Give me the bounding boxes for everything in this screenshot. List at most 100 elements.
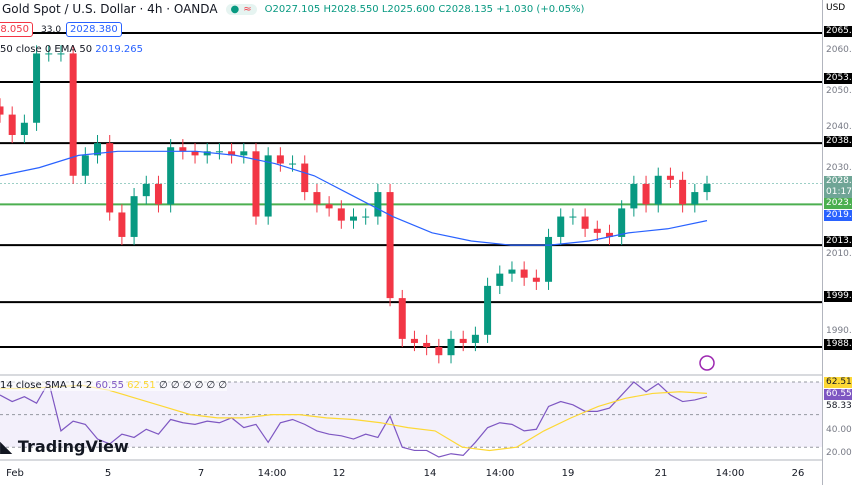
axis-label: 1999.: [824, 291, 852, 302]
axis-label: 40.00: [826, 425, 852, 435]
rsi-value: 60.55: [95, 380, 124, 391]
candle: [484, 285, 492, 335]
candle: [520, 269, 528, 278]
price-chart[interactable]: [0, 0, 822, 485]
candle: [593, 228, 601, 233]
wave-icon: ≈: [243, 3, 252, 15]
candle: [252, 151, 260, 217]
rsi-sma-value: 62.51: [127, 380, 156, 391]
candle: [191, 151, 199, 156]
candle: [423, 342, 431, 348]
candle: [398, 298, 406, 339]
candle: [508, 269, 516, 274]
candle: [496, 273, 504, 286]
candle: [0, 106, 4, 115]
candle: [240, 151, 248, 156]
tradingview-logo[interactable]: ◣ TradingView: [0, 437, 129, 456]
candle: [337, 208, 345, 221]
candle: [106, 143, 114, 213]
axis-label: 58.33: [826, 401, 852, 411]
candle: [228, 151, 236, 156]
ema50-line: [0, 150, 708, 246]
candle: [654, 175, 662, 205]
candle: [471, 334, 479, 343]
candle: [459, 338, 467, 343]
candle: [313, 192, 321, 205]
close-value: C2028.135: [438, 3, 494, 15]
axis-label: 2030.: [826, 163, 852, 173]
candle: [691, 192, 699, 205]
candle: [447, 338, 455, 356]
rsi-extras: ∅ ∅ ∅ ∅ ∅ ∅: [158, 380, 228, 391]
candle: [20, 122, 28, 135]
market-status[interactable]: ● ≈: [225, 3, 257, 15]
candle: [374, 192, 382, 217]
axis-label: 2065.: [824, 26, 852, 37]
candle: [301, 163, 309, 193]
spread-value: 33.0: [41, 25, 62, 35]
sell-button[interactable]: 28.050: [0, 22, 33, 37]
time-label: 12: [332, 468, 346, 479]
candle: [532, 277, 540, 282]
lightning-icon: [699, 355, 715, 371]
change-value: +1.030 (+0.05%): [496, 3, 585, 15]
axis-label: 2038.: [824, 136, 852, 147]
currency-label: USD: [826, 3, 846, 13]
rsi-legend[interactable]: 14 close SMA 14 2 60.55 62.51 ∅ ∅ ∅ ∅ ∅ …: [0, 380, 228, 391]
time-label: 14: [423, 468, 437, 479]
candle: [386, 192, 394, 299]
buy-button[interactable]: 2028.380: [66, 22, 122, 37]
candle: [642, 183, 650, 205]
axis-label: 2050.: [826, 86, 852, 96]
axis-label: 1988.: [824, 339, 852, 350]
axis-label: 60.55: [824, 389, 852, 400]
open-value: O2027.105: [264, 3, 321, 15]
candle: [8, 114, 16, 135]
chart-header: Gold Spot / U.S. Dollar · 4h · OANDA ● ≈ …: [2, 2, 584, 16]
candle: [81, 155, 89, 176]
time-label: 26: [791, 468, 805, 479]
axis-label: 2013.: [824, 236, 852, 247]
axis-label: 62.51: [824, 377, 852, 388]
axis-label: 1990.: [826, 326, 852, 336]
axis-label: 20.00: [826, 448, 852, 458]
symbol-title[interactable]: Gold Spot / U.S. Dollar · 4h · OANDA: [2, 2, 218, 16]
axis-label: 2023.: [824, 198, 852, 209]
candle: [618, 208, 626, 237]
candle: [118, 212, 126, 237]
candle: [33, 53, 41, 123]
candle: [264, 155, 272, 217]
candle: [69, 53, 77, 176]
ohlc-values: O2027.105 H2028.550 L2025.600 C2028.135 …: [265, 4, 585, 15]
time-label: 14:00: [257, 468, 287, 479]
axis-label: 2019.: [824, 210, 852, 221]
candle: [276, 155, 284, 164]
candle: [215, 151, 223, 153]
axis-label: 2040.: [826, 122, 852, 132]
axis-label: 2028.: [824, 176, 852, 187]
ema-legend[interactable]: 50 close 0 EMA 50 2019.265: [0, 44, 143, 55]
low-value: L2025.600: [381, 3, 436, 15]
ema-label: 50 close 0 EMA 50: [0, 44, 93, 55]
candle: [325, 204, 333, 209]
high-value: H2028.550: [323, 3, 379, 15]
candle: [45, 53, 53, 55]
time-label: 14:00: [715, 468, 745, 479]
axis-label: 2060.: [826, 45, 852, 55]
time-label: Feb: [6, 468, 24, 479]
candle: [179, 147, 187, 152]
time-label: 19: [561, 468, 575, 479]
candle: [167, 147, 175, 205]
logo-text: TradingView: [17, 437, 129, 456]
time-label: 7: [197, 468, 205, 479]
time-label: 14:00: [485, 468, 515, 479]
candle: [410, 338, 418, 343]
price-axis[interactable]: USD 2065. 2060. 2053. 2050. 2040. 2038. 2030. 2…: [822, 0, 852, 485]
candle: [679, 179, 687, 205]
rsi-label: 14 close SMA 14 2: [0, 380, 93, 391]
candle: [289, 163, 297, 165]
candle: [605, 232, 613, 237]
candle: [630, 183, 638, 209]
candle: [703, 183, 711, 193]
candle: [569, 216, 577, 218]
